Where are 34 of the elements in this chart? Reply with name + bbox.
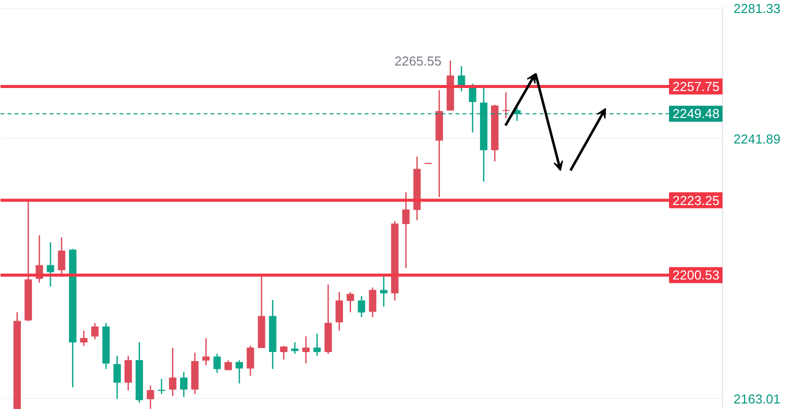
candlestick: [91, 322, 99, 340]
ref-line-label: 2257.75: [672, 78, 720, 94]
candlestick: [280, 345, 288, 360]
candlestick: [236, 360, 244, 384]
candlestick: [158, 378, 166, 395]
ref-line-label: 2200.53: [672, 268, 720, 283]
candlestick: [180, 371, 188, 398]
y-tick-label: 2241.89: [734, 131, 780, 146]
candlestick: [202, 338, 210, 366]
candlestick: [313, 333, 321, 356]
candlestick: [124, 355, 132, 392]
candlestick: [302, 336, 310, 364]
candlestick: [46, 242, 54, 288]
y-tick-label: 2163.01: [734, 391, 780, 406]
ref-line-label: 2223.25: [672, 192, 720, 208]
candlestick: [213, 353, 221, 374]
y-tick-label: 2281.33: [734, 1, 780, 16]
candlestick: [113, 355, 121, 400]
candlestick: [380, 274, 388, 308]
candlestick: [502, 92, 510, 119]
candlestick: [336, 291, 343, 332]
candlestick: [346, 291, 354, 313]
candlestick: [58, 236, 66, 278]
ref-line-label: 2249.48: [672, 106, 720, 122]
candlestick: [246, 345, 254, 377]
candlestick: [168, 347, 176, 397]
candlestick: [368, 286, 376, 318]
candlestick: [80, 330, 88, 346]
candlestick: [358, 295, 366, 318]
candlestick: [224, 360, 232, 371]
candlestick: [291, 342, 299, 354]
annotation: 2265.55: [394, 53, 442, 68]
candlestick: [146, 384, 154, 409]
candlestick: [402, 192, 410, 269]
